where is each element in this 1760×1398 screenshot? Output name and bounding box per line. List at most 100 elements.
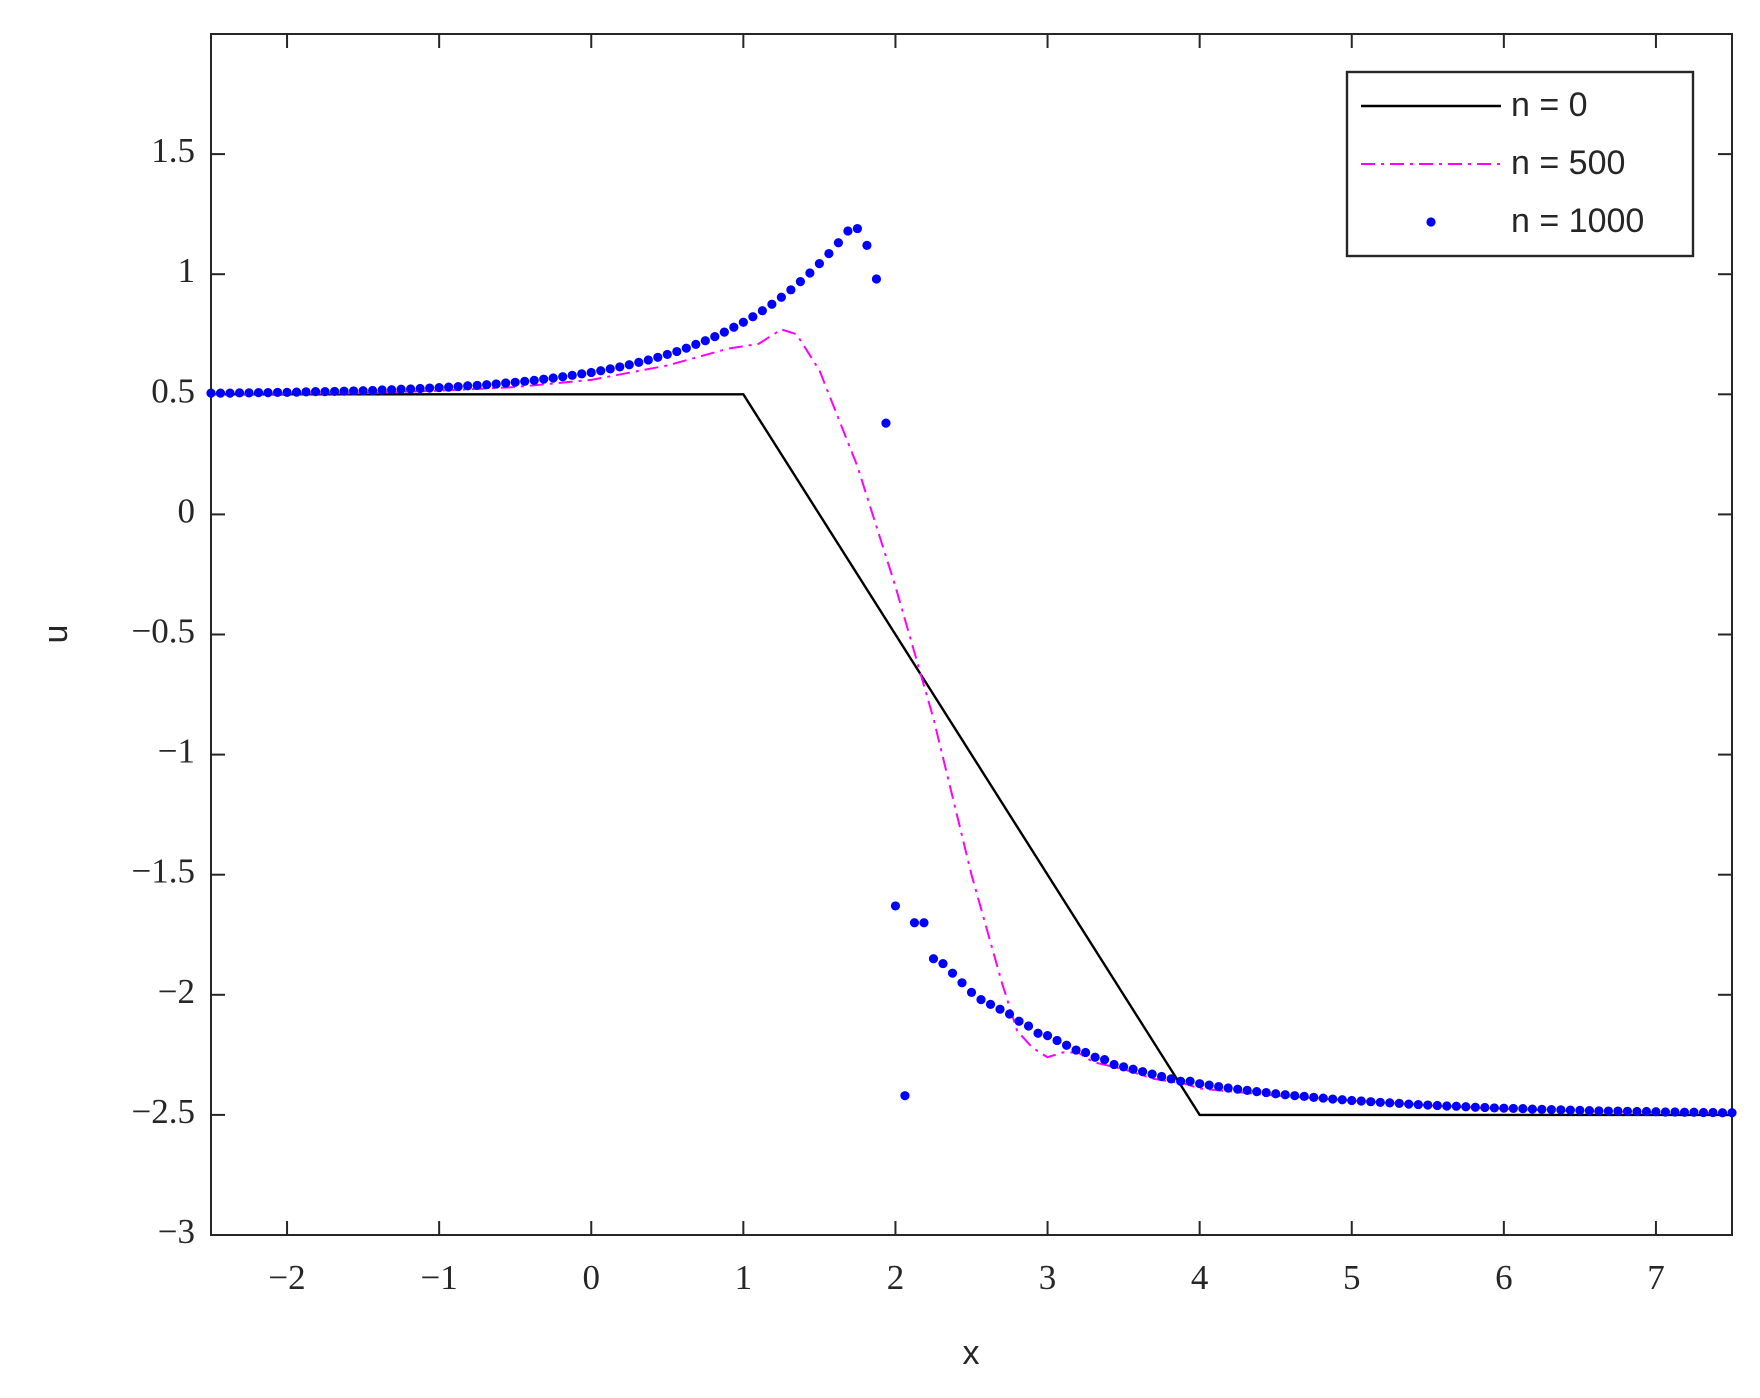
data-point — [453, 382, 463, 392]
data-point — [1432, 1100, 1442, 1111]
data-point — [1356, 1096, 1366, 1106]
x-tick-label: 7 — [1647, 1258, 1665, 1297]
data-point — [748, 312, 758, 322]
data-point — [1157, 1071, 1167, 1082]
data-point — [1223, 1083, 1233, 1093]
y-tick-label: 0.5 — [151, 371, 195, 410]
y-tick-label: −1.5 — [132, 852, 196, 891]
data-point — [1727, 1108, 1737, 1118]
data-point — [1518, 1104, 1528, 1114]
data-point — [843, 226, 853, 236]
data-point — [425, 383, 435, 393]
data-point — [1584, 1105, 1595, 1116]
data-point — [776, 292, 786, 302]
data-point — [833, 238, 844, 248]
data-point — [1413, 1099, 1423, 1110]
data-point — [463, 381, 473, 391]
data-point — [909, 918, 920, 928]
data-point — [852, 223, 863, 234]
data-point — [919, 918, 929, 928]
data-point — [415, 383, 425, 394]
data-point — [206, 388, 216, 398]
series-line — [211, 393, 1732, 1117]
y-tick-label: −2 — [158, 972, 195, 1011]
data-point — [234, 388, 245, 398]
data-point — [225, 388, 235, 398]
y-tick-label: 1 — [178, 251, 196, 290]
data-point — [1717, 1108, 1728, 1118]
data-point — [966, 987, 977, 997]
data-point — [1556, 1105, 1566, 1115]
data-point — [729, 322, 739, 332]
data-point — [272, 387, 283, 397]
data-point — [938, 958, 948, 969]
data-point — [529, 375, 539, 385]
legend-label: n = 1000 — [1511, 202, 1644, 240]
data-point — [1337, 1095, 1347, 1105]
data-point — [1442, 1101, 1452, 1111]
data-point — [1109, 1059, 1119, 1070]
data-point — [824, 248, 834, 259]
data-point — [1290, 1091, 1300, 1101]
data-point — [1252, 1087, 1262, 1097]
data-point — [1299, 1091, 1309, 1102]
data-point — [795, 277, 805, 287]
x-tick-label: −2 — [268, 1258, 305, 1297]
data-point — [567, 370, 577, 380]
data-point — [482, 380, 492, 390]
data-point — [681, 343, 691, 353]
data-point — [1404, 1099, 1414, 1109]
y-tick-label: 1.5 — [151, 131, 195, 170]
data-point — [1128, 1064, 1138, 1074]
data-point — [263, 388, 273, 398]
data-point — [1480, 1102, 1490, 1113]
data-point — [1660, 1107, 1671, 1117]
x-tick-label: −1 — [421, 1258, 458, 1297]
data-point — [1708, 1107, 1718, 1118]
data-point — [1508, 1103, 1518, 1114]
data-point — [672, 346, 682, 357]
data-point — [1176, 1076, 1186, 1086]
data-point — [1499, 1103, 1509, 1113]
data-point — [1603, 1106, 1614, 1116]
data-point — [1622, 1106, 1633, 1116]
data-point — [1689, 1107, 1699, 1117]
x-tick-label: 6 — [1495, 1258, 1513, 1297]
data-point — [1138, 1067, 1148, 1077]
data-point — [1280, 1090, 1290, 1100]
legend-box — [1345, 70, 1695, 258]
data-point — [995, 1004, 1005, 1014]
data-point — [1042, 1031, 1053, 1041]
data-point — [1366, 1097, 1376, 1107]
data-point — [291, 387, 302, 397]
data-point — [501, 378, 511, 388]
data-point — [957, 978, 967, 988]
data-point — [947, 968, 958, 978]
data-point — [586, 367, 596, 378]
data-point — [1052, 1035, 1062, 1046]
data-point — [643, 355, 653, 365]
legend: n = 0 n = 500 n = 1000 — [1345, 70, 1695, 258]
data-point — [1575, 1105, 1585, 1115]
data-point — [1698, 1107, 1709, 1118]
data-point — [577, 369, 587, 379]
data-point — [738, 317, 748, 327]
data-point — [1242, 1085, 1252, 1095]
data-point — [985, 999, 996, 1010]
data-point — [1641, 1106, 1652, 1117]
data-point — [881, 418, 891, 428]
data-point — [377, 385, 387, 395]
data-point — [244, 388, 254, 398]
data-point — [1014, 1016, 1024, 1026]
data-point — [1023, 1021, 1034, 1031]
data-point — [320, 387, 330, 397]
data-point — [472, 380, 482, 391]
data-point — [605, 364, 615, 374]
data-point — [1546, 1105, 1556, 1115]
data-point — [767, 299, 777, 309]
data-point — [1451, 1101, 1461, 1111]
data-point — [1527, 1104, 1537, 1114]
data-point — [634, 357, 644, 367]
data-point — [757, 306, 767, 316]
data-point — [548, 373, 558, 383]
